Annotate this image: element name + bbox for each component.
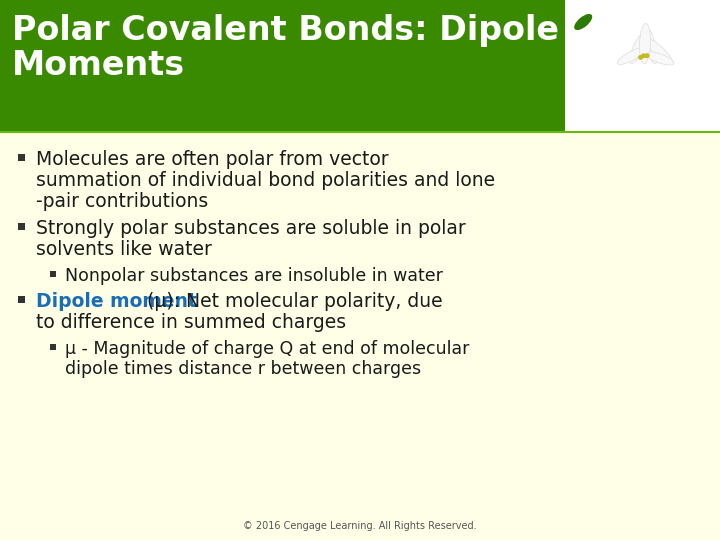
Ellipse shape — [645, 38, 672, 64]
Bar — [18, 296, 25, 303]
Circle shape — [644, 53, 649, 58]
Text: to difference in summed charges: to difference in summed charges — [36, 313, 346, 332]
Text: © 2016 Cengage Learning. All Rights Reserved.: © 2016 Cengage Learning. All Rights Rese… — [243, 521, 477, 531]
Text: -pair contributions: -pair contributions — [36, 192, 208, 211]
Text: Polar Covalent Bonds: Dipole: Polar Covalent Bonds: Dipole — [12, 14, 559, 47]
Text: Nonpolar substances are insoluble in water: Nonpolar substances are insoluble in wat… — [65, 267, 443, 285]
Text: (μ): Net molecular polarity, due: (μ): Net molecular polarity, due — [141, 292, 443, 311]
Ellipse shape — [639, 24, 651, 64]
Text: μ - Magnitude of charge Q at end of molecular: μ - Magnitude of charge Q at end of mole… — [65, 340, 469, 358]
Bar — [565, 0, 720, 132]
Text: Molecules are often polar from vector: Molecules are often polar from vector — [36, 150, 389, 170]
Bar — [18, 154, 25, 161]
Circle shape — [638, 55, 643, 60]
Bar — [50, 345, 55, 350]
Text: dipole times distance r between charges: dipole times distance r between charges — [65, 360, 421, 377]
Ellipse shape — [617, 48, 646, 64]
Text: Moments: Moments — [12, 49, 185, 82]
Text: solvents like water: solvents like water — [36, 240, 212, 259]
Ellipse shape — [574, 14, 593, 30]
Ellipse shape — [644, 27, 657, 64]
Text: Dipole moment: Dipole moment — [36, 292, 197, 311]
Bar — [50, 271, 55, 276]
Ellipse shape — [629, 32, 647, 64]
Bar — [0, 0, 720, 132]
Circle shape — [641, 53, 646, 58]
Ellipse shape — [646, 52, 674, 65]
Bar — [18, 223, 25, 230]
Text: summation of individual bond polarities and lone: summation of individual bond polarities … — [36, 171, 495, 190]
Text: Strongly polar substances are soluble in polar: Strongly polar substances are soluble in… — [36, 219, 466, 238]
